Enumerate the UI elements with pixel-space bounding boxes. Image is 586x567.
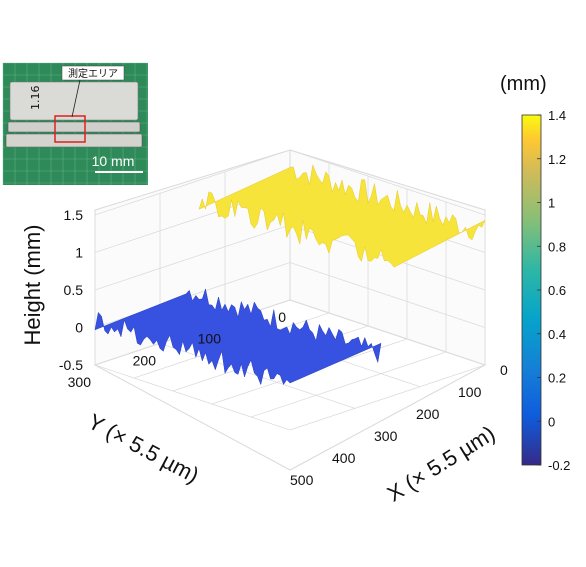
colorbar-tick-label: 0.4 [548,327,566,342]
inset-label: 測定エリア [68,67,118,80]
inset-label-box [61,65,125,81]
colorbar-tick-label: 0.8 [548,239,566,254]
x-tick-label: 400 [332,450,356,466]
colorbar-tick-label: -0.2 [548,458,570,473]
z-axis-label: Height (mm) [20,224,45,345]
z-axis-ticks: 1.5 1 0.5 0 -0.5 [59,207,83,373]
gauge-block-top [9,81,139,121]
colorbar: (mm) 1.4 1.2 1 0.8 0.6 0.4 0.2 0 -0.2 [500,73,570,473]
z-tick-label: 1 [75,245,83,261]
surface-low [94,287,382,386]
grid-y-line [94,215,291,431]
y-tick-label: 0 [278,309,286,325]
y-tick-label: 200 [133,352,157,368]
y-tick-label: 300 [68,374,92,390]
z-tick-label: -0.5 [59,357,83,373]
z-tick-label: 0.5 [64,282,84,298]
z-tick-label: 0 [75,320,83,336]
gauge-text: 1.16 [29,86,42,111]
surface-high [198,163,486,268]
gauge-block-bottom [5,133,143,148]
z-tick-label: 1.5 [64,207,84,223]
scale-bar-label: 10 mm [92,153,135,169]
colorbar-tick-label: 1.4 [548,108,566,123]
colorbar-tick-label: 0 [548,414,555,429]
y-axis-ticks: 0 100 200 300 [68,309,287,390]
colorbar-tick-label: 1 [548,196,555,211]
x-axis-ticks: 0 100 200 300 400 500 [290,362,508,488]
x-tick-label: 300 [374,428,398,444]
inset-label-leader [71,79,81,118]
y-axis-label: Y (× 5.5 µm) [84,409,203,488]
x-tick-label: 500 [290,472,314,488]
colorbar-unit: (mm) [500,73,547,95]
x-axis-label: X (× 5.5 µm) [383,421,500,507]
colorbar-tick-label: 0.6 [548,283,566,298]
surface-low-band [94,287,382,386]
inset-photo: 1.16 測定エリア 10 mm [2,62,148,185]
x-tick-label: 0 [500,362,508,378]
colorbar-ticks: 1.4 1.2 1 0.8 0.6 0.4 0.2 0 -0.2 [537,108,570,473]
colorbar-tick-label: 0.2 [548,371,566,386]
measurement-area-box [54,115,86,143]
colorbar-tick-label: 1.2 [548,152,566,167]
surface-high-band [198,163,486,268]
x-tick-label: 100 [458,384,482,400]
gauge-block-middle [7,121,141,133]
y-tick-label: 100 [198,331,222,347]
x-tick-label: 200 [416,406,440,422]
